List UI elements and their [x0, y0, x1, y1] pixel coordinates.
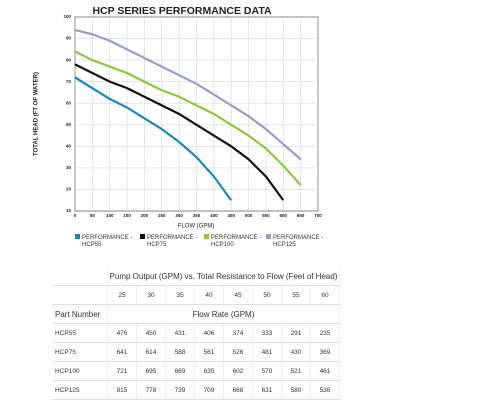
table-cell: 333	[252, 323, 282, 343]
y-tick-label: 100	[63, 14, 71, 19]
table-row: HCP55 476 450 431 406 374 333 291 235	[52, 323, 340, 343]
table-cell: HCP100	[52, 361, 108, 381]
table-cell: 431	[165, 323, 195, 343]
table-cell: 55	[281, 285, 311, 305]
x-tick-label: 100	[106, 213, 114, 218]
table-row: HCP75 641 614 588 561 526 481 430 369	[52, 342, 340, 362]
y-tick-label: 70	[66, 79, 72, 84]
table-cell: 406	[194, 323, 224, 343]
legend-label: PERFORMANCE -HCP75	[147, 235, 197, 248]
table-row: HCP100 721 695 669 635 602 570 521 461	[52, 361, 340, 381]
table-cell: 635	[194, 361, 224, 381]
table-cell: 614	[136, 342, 166, 362]
table-cell: 602	[223, 361, 253, 381]
table-cell: 476	[107, 323, 137, 343]
table-cell: 60	[310, 285, 340, 305]
table-cell: 369	[310, 342, 340, 362]
y-tick-label: 50	[66, 122, 72, 127]
x-tick-label: 250	[158, 213, 166, 218]
table-cell: 45	[223, 285, 253, 305]
series-line	[74, 50, 302, 186]
x-tick-label: 600	[280, 213, 288, 218]
x-tick-label: 0	[74, 213, 77, 218]
table-cell: 40	[194, 285, 224, 305]
table-cell: 778	[136, 380, 166, 400]
x-tick-label: 200	[141, 213, 149, 218]
table-cell: 35	[165, 285, 195, 305]
x-tick-label: 450	[227, 213, 235, 218]
legend-label: PERFORMANCE -HCP100	[211, 235, 261, 248]
table-cell: 815	[107, 380, 137, 400]
table-cell: 588	[165, 342, 195, 362]
table-cell: 695	[136, 361, 166, 381]
performance-table: Pump Output (GPM) vs. Total Resistance t…	[52, 267, 340, 400]
table-cell: 709	[194, 380, 224, 400]
y-tick-label: 20	[66, 187, 72, 192]
table-cell: 536	[310, 380, 340, 400]
table-cell: 430	[281, 342, 311, 362]
table-cell: 641	[107, 342, 137, 362]
y-tick-label: 80	[66, 57, 72, 62]
table-cell: 721	[107, 361, 137, 381]
legend-swatch	[75, 234, 80, 239]
x-tick-label: 350	[193, 213, 201, 218]
x-tick-label: 550	[262, 213, 270, 218]
table-cell: 450	[136, 323, 166, 343]
x-tick-label: 150	[123, 213, 131, 218]
chart-title: HCP SERIES PERFORMANCE DATA	[92, 5, 272, 17]
table-cell	[52, 267, 108, 286]
table-cell: 291	[281, 323, 311, 343]
legend-swatch	[140, 234, 145, 239]
y-axis-label: TOTAL HEAD (FT OF WATER)	[34, 72, 40, 156]
series-line	[74, 63, 285, 201]
y-tick-label: 40	[66, 144, 72, 149]
table-cell: 481	[252, 342, 282, 362]
table-cell: 461	[310, 361, 340, 381]
table-cell: Flow Rate (GPM)	[107, 304, 340, 324]
table-row: Part Number Flow Rate (GPM)	[52, 304, 340, 324]
table-cell: Pump Output (GPM) vs. Total Resistance t…	[107, 267, 340, 286]
table-row: HCP125 815 778 739 709 668 631 580 536	[52, 380, 340, 400]
table-cell: 669	[165, 361, 195, 381]
x-tick-label: 500	[245, 213, 253, 218]
table-cell: 739	[165, 380, 195, 400]
legend-label: PERFORMANCE -HCP125	[273, 235, 323, 248]
legend-label: PERFORMANCE -HCP55	[82, 235, 132, 248]
y-tick-label: 90	[66, 36, 72, 41]
y-tick-label: 30	[66, 165, 72, 170]
x-axis-label: FLOW (GPM)	[178, 224, 215, 230]
table-cell: Part Number	[52, 304, 108, 324]
table-row: Pump Output (GPM) vs. Total Resistance t…	[52, 267, 340, 286]
table-cell: 570	[252, 361, 282, 381]
table-cell: 561	[194, 342, 224, 362]
table-cell: 50	[252, 285, 282, 305]
x-tick-label: 700	[314, 213, 322, 218]
table-cell: 374	[223, 323, 253, 343]
table-cell: 668	[223, 380, 253, 400]
table-cell: 30	[136, 285, 166, 305]
table-cell: HCP55	[52, 323, 108, 343]
table-cell: 631	[252, 380, 282, 400]
x-tick-label: 300	[175, 213, 183, 218]
legend-swatch	[204, 234, 209, 239]
table-cell: 526	[223, 342, 253, 362]
y-tick-label: 10	[66, 208, 72, 213]
table-cell: 580	[281, 380, 311, 400]
series-line	[74, 28, 302, 161]
x-tick-label: 650	[297, 213, 305, 218]
chart: HCP SERIES PERFORMANCE DATA FLOW (GPM) T…	[34, 5, 324, 248]
table-cell	[52, 285, 108, 305]
legend-swatch	[266, 234, 271, 239]
y-tick-label: 60	[66, 100, 72, 105]
table-cell: 521	[281, 361, 311, 381]
series-line	[74, 76, 233, 201]
table-cell: 235	[310, 323, 340, 343]
table-row: 25 30 35 40 45 50 55 60	[52, 285, 340, 305]
x-tick-label: 50	[90, 213, 96, 218]
table-cell: HCP125	[52, 380, 108, 400]
x-tick-label: 400	[210, 213, 218, 218]
table-cell: 25	[107, 285, 137, 305]
table-cell: HCP75	[52, 342, 108, 362]
